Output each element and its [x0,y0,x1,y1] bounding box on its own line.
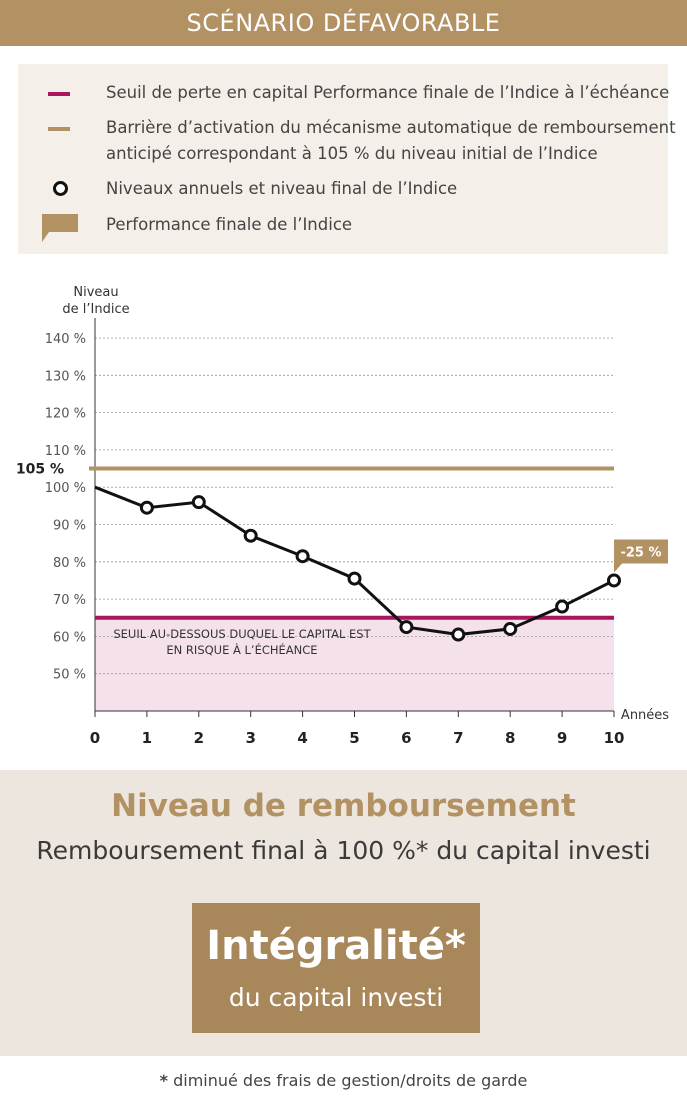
risk-zone-label: SEUIL AU-DESSOUS DUQUEL LE CAPITAL EST [113,627,371,641]
flag-icon [42,214,78,242]
final-performance-flag [614,539,668,573]
x-tick-label: 0 [90,729,100,747]
magenta-line-icon [48,92,70,96]
legend-label: Niveaux annuels et niveau final de l’Ind… [106,179,458,198]
index-point [243,528,258,543]
y-tick-label: 140 % [45,332,86,347]
x-tick-label: 5 [349,729,359,747]
legend-label: Seuil de perte en capital Performance fi… [106,83,670,102]
legend-panel: Seuil de perte en capital Performance fi… [18,64,676,254]
index-point [295,549,310,564]
index-point [503,621,518,636]
y-axis-title: de l’Indice [62,302,129,317]
y-tick-label: 80 % [53,556,86,571]
circle-marker-icon [53,181,68,196]
final-performance-label: -25 % [620,545,661,560]
footnote: * diminué des frais de gestion/droits de… [0,1071,687,1090]
x-axis-title: Années [621,708,669,723]
y-tick-label: 50 % [53,668,86,683]
index-point [555,599,570,614]
y-axis-title: Niveau [73,285,118,300]
chart-plot: 50 % 60 % 70 % 80 % 90 % 100 % 110 % 120 % 130 %… [16,285,669,747]
y-tick-label: 110 % [45,444,86,459]
footnote-star: * [159,1071,168,1090]
y-tick-label: 60 % [53,630,86,645]
risk-zone-label-line2: EN RISQUE À L’ÉCHÉANCE [166,642,317,657]
repayment-box-subline: du capital investi [228,983,444,1012]
x-tick-label: 1 [142,729,152,747]
scenario-title: SCÉNARIO DÉFAVORABLE [186,9,501,37]
repayment-panel: Niveau de remboursement Remboursement fi… [0,770,687,1056]
footnote-text: diminué des frais de gestion/droits de g… [168,1071,528,1090]
index-point [139,500,154,515]
x-tick-label: 2 [194,729,204,747]
repayment-box: Intégralité* du capital investi [192,903,480,1033]
scenario-header: SCÉNARIO DÉFAVORABLE [0,0,687,46]
x-tick-label: 7 [453,729,463,747]
repayment-subtitle: Remboursement final à 100 %* du capital … [36,836,651,865]
index-chart: 50 % 60 % 70 % 80 % 90 % 100 % 110 % 120 % 130 %… [16,285,669,747]
legend-label-line2: anticipé correspondant à 105 % du niveau… [106,144,598,163]
x-tick-label: 3 [245,729,255,747]
index-point [399,620,414,635]
y-tick-label: 70 % [53,593,86,608]
legend-label: Performance finale de l’Indice [106,215,353,234]
index-point [451,627,466,642]
legend-label: Barrière d’activation du mécanisme autom… [106,118,676,137]
index-point [607,573,621,588]
y-tick-label: 120 % [45,407,86,422]
x-tick-label: 4 [297,729,307,747]
gold-line-icon [48,127,70,131]
x-tick-label: 6 [401,729,411,747]
index-series-line [94,485,615,637]
repayment-box-headline: Intégralité* [206,923,466,969]
x-tick-label: 9 [557,729,567,747]
risk-zone [95,617,614,711]
y-tick-label: 90 % [53,519,86,534]
barrier-label: 105 % [16,462,64,478]
index-point [191,495,206,510]
index-point [347,571,362,586]
y-tick-label: 130 % [45,369,86,384]
repayment-title: Niveau de remboursement [111,788,576,824]
x-tick-label: 10 [604,729,625,747]
x-tick-label: 8 [505,729,515,747]
y-tick-label: 100 % [45,481,86,496]
